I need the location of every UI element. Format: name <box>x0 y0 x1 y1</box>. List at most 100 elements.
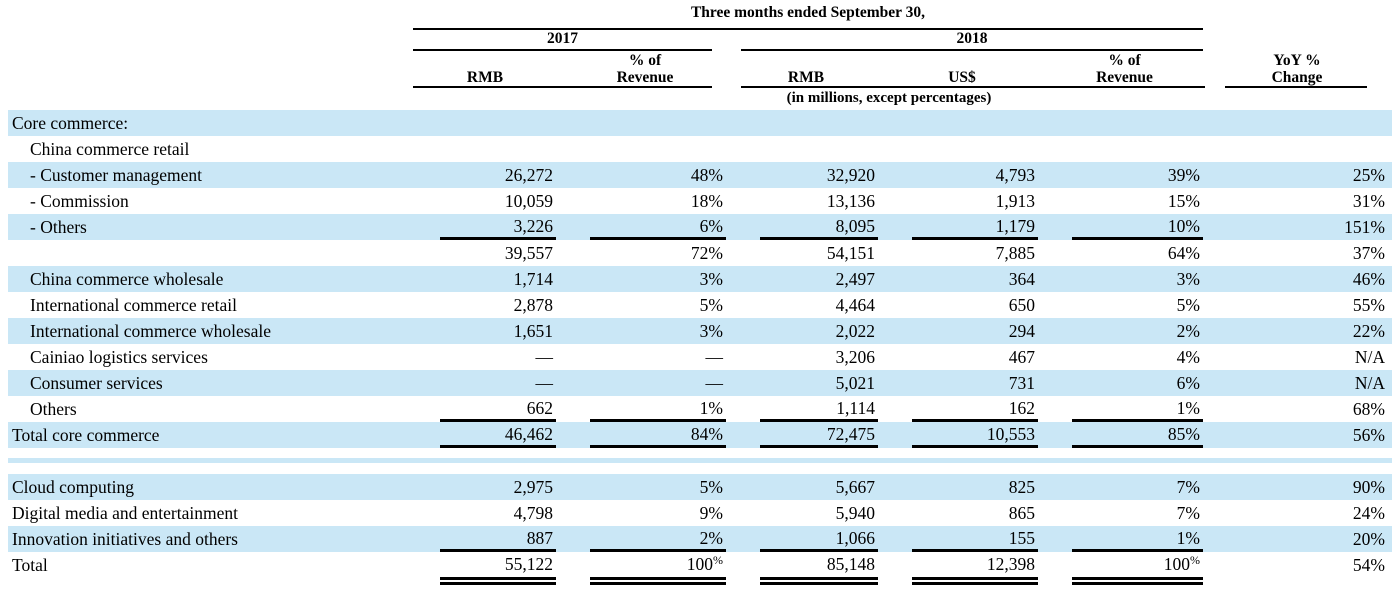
cell-2017-pct-revenue: 18% <box>690 191 723 211</box>
cell-2018-rmb: 54,151 <box>826 243 875 263</box>
cell-2018-pct-revenue: 15% <box>1167 191 1200 211</box>
col-header-2017-pct-revenue: % of Revenue <box>616 52 674 86</box>
table-row: Innovation initiatives and others 887 2%… <box>0 526 1400 552</box>
cell-2017-pct-revenue: — <box>705 373 724 393</box>
cell-2018-pct-revenue: 2% <box>1176 321 1200 341</box>
cell-yoy-change: 54% <box>1352 555 1385 575</box>
cell-2018-rmb: 4,464 <box>835 295 875 315</box>
cell-2018-pct-revenue: 7% <box>1176 477 1200 497</box>
cell-yoy-change: N/A <box>1354 347 1385 367</box>
cell-2018-usd: 467 <box>1008 347 1035 367</box>
cell-2017-rmb: 887 <box>440 526 556 552</box>
cell-2018-rmb: 13,136 <box>826 191 875 211</box>
cell-2018-usd: 650 <box>1008 295 1035 315</box>
cell-2018-usd: 12,398 <box>912 552 1038 585</box>
cell-2017-rmb: 39,557 <box>504 243 553 263</box>
cell-2018-pct-revenue: 6% <box>1176 373 1200 393</box>
cell-yoy-change <box>1237 136 1388 162</box>
row-label: Total core commerce <box>12 425 160 445</box>
col-header-yoy-change: YoY % Change <box>1271 52 1323 86</box>
cell-2017-pct-revenue: 48% <box>690 165 723 185</box>
cell-yoy-change: N/A <box>1354 373 1385 393</box>
cell-2017-pct-revenue: 84% <box>590 422 726 448</box>
cell-2017-pct-revenue: 5% <box>699 477 723 497</box>
table-header: Three months ended September 30, 2017 20… <box>0 0 1400 110</box>
table-row: China commerce retail <box>0 136 1400 162</box>
cell-2018-pct-revenue: 1% <box>1072 526 1203 552</box>
cell-2018-rmb: 85,148 <box>760 552 878 585</box>
cell-2017-pct-revenue: 3% <box>699 269 723 289</box>
cell-2018-rmb: 32,920 <box>826 165 875 185</box>
row-label: Cainiao logistics services <box>30 347 208 367</box>
cell-2017-pct-revenue: 5% <box>699 295 723 315</box>
header-rule-2018 <box>741 86 1205 88</box>
cell-2018-usd <box>912 110 1038 136</box>
row-label: - Commission <box>30 191 129 211</box>
cell-2017-pct-revenue: 72% <box>690 243 723 263</box>
cell-2017-rmb: 1,714 <box>513 269 553 289</box>
cell-2018-pct-revenue: 100% <box>1072 552 1203 585</box>
cell-yoy-change: 20% <box>1352 529 1385 549</box>
cell-2017-rmb: 1,651 <box>513 321 553 341</box>
col-header-2017-rmb: RMB <box>466 68 504 86</box>
row-label: Total <box>12 555 48 575</box>
cell-2018-usd: 1,913 <box>995 191 1035 211</box>
cell-2017-rmb: 10,059 <box>504 191 553 211</box>
cell-2018-pct-revenue: 10% <box>1072 214 1203 240</box>
cell-2018-pct-revenue: 4% <box>1176 347 1200 367</box>
row-label: Cloud computing <box>12 477 135 497</box>
cell-2017-rmb: 26,272 <box>504 165 553 185</box>
table-row: Digital media and entertainment 4,798 9%… <box>0 500 1400 526</box>
cell-2017-pct-revenue <box>590 136 726 162</box>
row-label: Others <box>30 399 77 419</box>
col-header-2018-rmb: RMB <box>787 68 825 86</box>
header-rule-2017 <box>413 86 712 88</box>
table-row: - Others 3,226 6% 8,095 1,179 10% 151% <box>0 214 1400 240</box>
cell-2018-rmb: 1,066 <box>760 526 878 552</box>
table-row: Cloud computing 2,975 5% 5,667 825 7% 90… <box>0 474 1400 500</box>
cell-2018-usd: 10,553 <box>912 422 1038 448</box>
cell-yoy-change: 25% <box>1352 165 1385 185</box>
cell-2017-rmb: — <box>535 373 554 393</box>
cell-yoy-change: 46% <box>1352 269 1385 289</box>
cell-2017-pct-revenue: 6% <box>590 214 726 240</box>
percent-sign: % <box>713 553 723 567</box>
row-label: - Others <box>30 217 87 237</box>
table-row: Total 55,122 100% 85,148 12,398 100% 54% <box>0 552 1400 585</box>
table-row: 39,557 72% 54,151 7,885 64% 37% <box>0 240 1400 266</box>
cell-2018-pct-revenue: 3% <box>1176 269 1200 289</box>
cell-2018-rmb: 2,022 <box>835 321 875 341</box>
row-label: International commerce retail <box>30 295 237 315</box>
row-label <box>0 240 410 266</box>
cell-2018-pct-revenue: 7% <box>1176 503 1200 523</box>
cell-2018-rmb <box>760 110 878 136</box>
cell-2017-rmb: — <box>535 347 554 367</box>
cell-2018-pct-revenue: 39% <box>1167 165 1200 185</box>
cell-2017-rmb: 2,975 <box>513 477 553 497</box>
table-row: Core commerce: <box>0 110 1400 136</box>
table-row: China commerce wholesale 1,714 3% 2,497 … <box>0 266 1400 292</box>
cell-2018-usd: 155 <box>912 526 1038 552</box>
cell-yoy-change: 68% <box>1352 399 1385 419</box>
row-label: Consumer services <box>30 373 163 393</box>
cell-2017-rmb: 3,226 <box>440 214 556 240</box>
row-label: China commerce wholesale <box>30 269 224 289</box>
cell-yoy-change: 56% <box>1352 425 1385 445</box>
table-row: International commerce wholesale 1,651 3… <box>0 318 1400 344</box>
cell-2018-rmb: 8,095 <box>760 214 878 240</box>
cell-yoy-change: 37% <box>1352 243 1385 263</box>
cell-2018-rmb: 5,667 <box>835 477 875 497</box>
cell-2018-pct-revenue: 85% <box>1072 422 1203 448</box>
col-header-2018-pct-revenue: % of Revenue <box>1096 52 1153 86</box>
row-label: China commerce retail <box>30 139 190 159</box>
cell-2017-rmb <box>440 136 556 162</box>
cell-2018-usd: 4,793 <box>995 165 1035 185</box>
cell-2018-usd: 1,179 <box>912 214 1038 240</box>
cell-2018-usd: 865 <box>1008 503 1035 523</box>
cell-yoy-change: 24% <box>1352 503 1385 523</box>
cell-yoy-change: 55% <box>1352 295 1385 315</box>
cell-2018-rmb: 1,114 <box>760 396 878 422</box>
header-rule-yoy <box>1225 86 1367 88</box>
cell-2018-pct-revenue <box>1072 110 1203 136</box>
